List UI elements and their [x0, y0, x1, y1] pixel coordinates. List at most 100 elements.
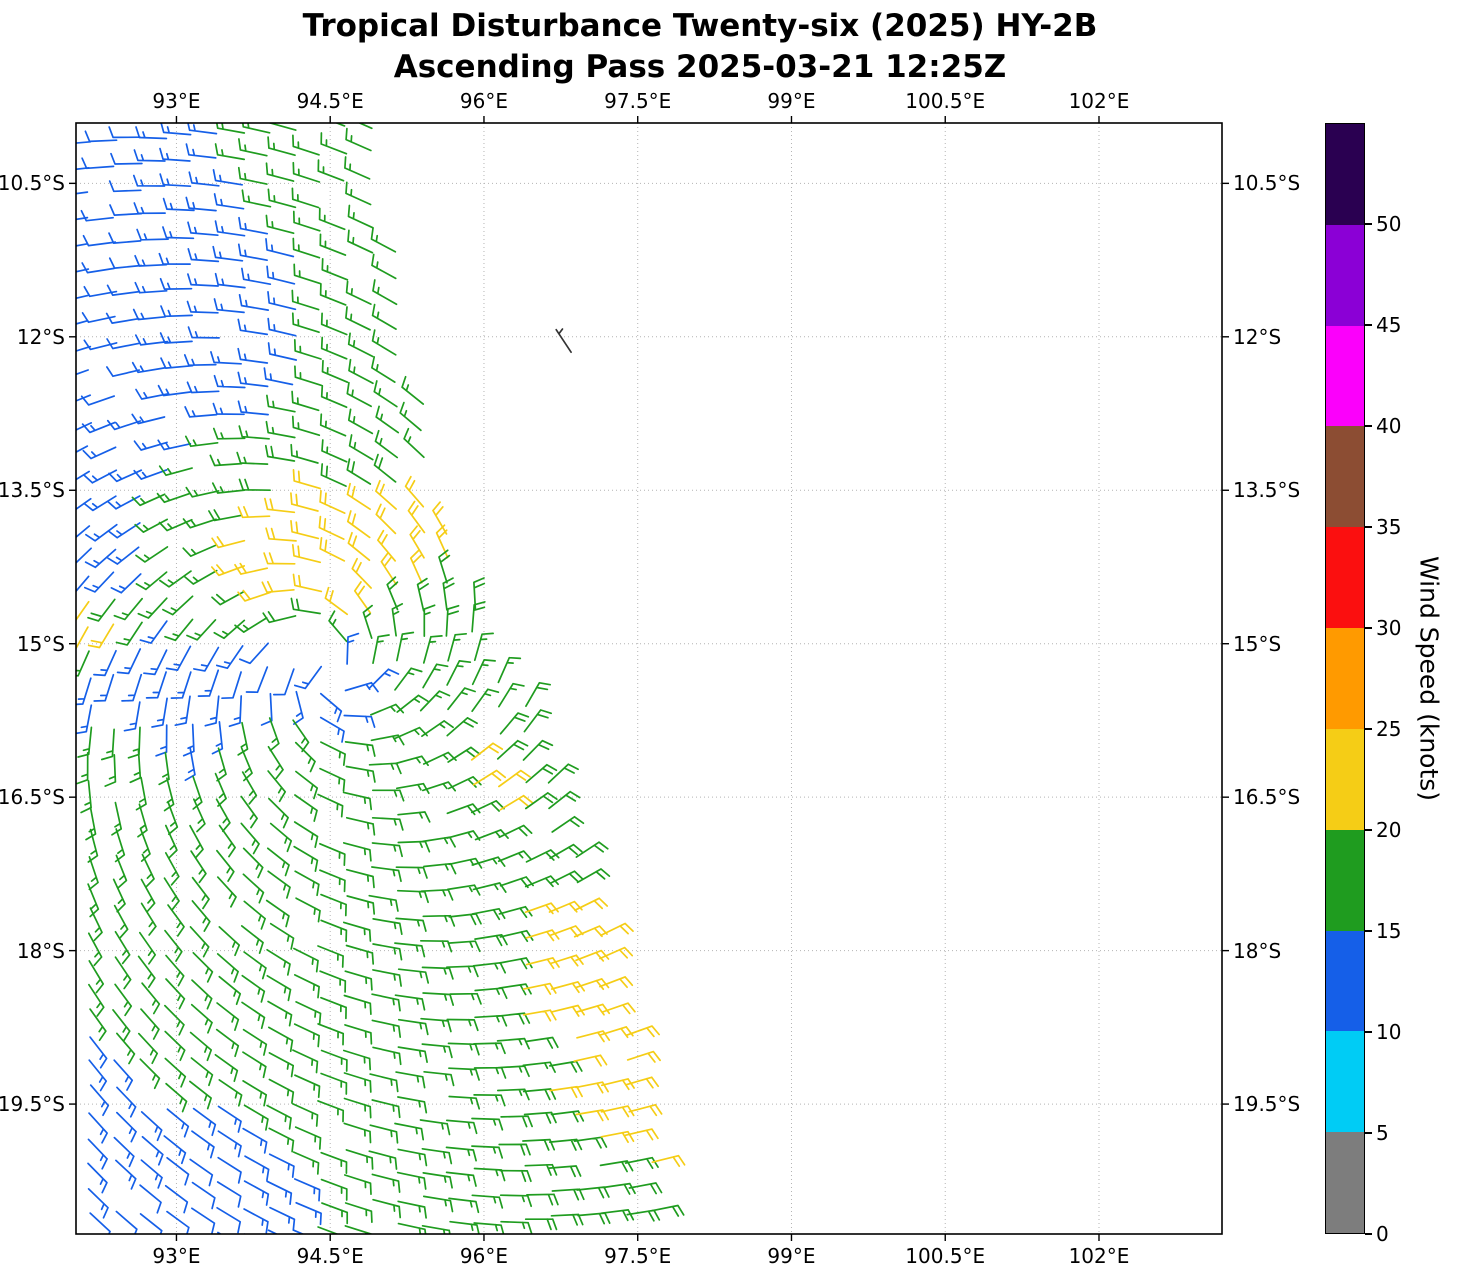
- wind-barb: [242, 1080, 268, 1107]
- wind-barb: [228, 695, 243, 728]
- wind-barb: [237, 506, 271, 519]
- wind-barb: [87, 598, 116, 622]
- wind-barb: [137, 1032, 159, 1065]
- wind-barb: [292, 1103, 319, 1127]
- wind-barb: [76, 575, 90, 593]
- wind-barb: [83, 469, 118, 484]
- wind-barb: [127, 726, 141, 759]
- wind-barb: [470, 800, 505, 814]
- wind-barb: [293, 665, 323, 690]
- wind-barb: [269, 1206, 296, 1232]
- wind-barb: [242, 1051, 267, 1079]
- wind-barb: [189, 824, 204, 859]
- wind-barb: [131, 413, 166, 425]
- wind-barb: [293, 690, 304, 725]
- x-tick-label-bottom: 99°E: [767, 1244, 816, 1264]
- wind-barb: [549, 843, 583, 859]
- wind-barb: [394, 994, 426, 1011]
- wind-barb: [116, 1086, 137, 1118]
- wind-barb: [83, 495, 117, 512]
- wind-barb: [89, 1008, 107, 1042]
- wind-barb: [499, 794, 534, 811]
- wind-barb: [212, 245, 244, 262]
- wind-barb: [159, 173, 192, 188]
- wind-barb: [188, 171, 220, 187]
- wind-barb: [317, 159, 345, 182]
- wind-barb: [266, 847, 290, 877]
- wind-barb: [141, 853, 155, 888]
- wind-barb: [115, 1210, 138, 1234]
- wind-barb: [216, 1206, 242, 1234]
- wind-barb: [81, 312, 116, 324]
- wind-barb: [187, 221, 219, 237]
- wind-barb: [123, 701, 141, 732]
- wind-barb: [266, 394, 296, 413]
- wind-barb: [407, 500, 426, 534]
- wind-barb: [162, 197, 195, 212]
- wind-barb: [472, 961, 507, 974]
- wind-barb: [447, 940, 481, 953]
- wind-barb: [184, 569, 218, 585]
- wind-barb: [343, 1174, 372, 1196]
- wind-barb: [291, 390, 320, 412]
- wind-barb: [88, 1112, 108, 1144]
- colorbar-tick: [1365, 829, 1372, 831]
- wind-barb: [76, 319, 89, 325]
- wind-barb: [293, 1023, 320, 1048]
- wind-barb: [290, 520, 320, 540]
- wind-barb: [345, 280, 372, 305]
- wind-barb: [371, 816, 404, 831]
- wind-barb: [499, 929, 534, 943]
- wind-barb: [473, 1042, 506, 1055]
- wind-barb: [293, 947, 319, 973]
- wind-barb: [473, 1222, 505, 1234]
- wind-barb: [445, 965, 479, 978]
- wind-barb: [87, 932, 103, 967]
- wind-barb: [421, 1224, 451, 1234]
- wind-barb: [265, 527, 297, 542]
- wind-barb: [135, 126, 168, 140]
- wind-barb: [421, 966, 454, 980]
- wind-barb: [116, 1032, 136, 1065]
- wind-barb: [419, 939, 453, 953]
- wind-barb: [209, 454, 243, 467]
- wind-barb: [524, 792, 558, 810]
- wind-barb: [320, 741, 346, 766]
- wind-barb: [84, 548, 117, 569]
- wind-barb: [651, 1154, 686, 1168]
- wind-barb: [76, 140, 92, 144]
- wind-barb: [373, 380, 398, 408]
- wind-barb: [345, 944, 375, 965]
- wind-barb: [76, 191, 89, 195]
- wind-barb: [599, 922, 634, 937]
- wind-barb: [446, 803, 481, 816]
- colorbar-segment: [1326, 829, 1364, 931]
- wind-barb: [163, 1135, 187, 1165]
- colorbar-segment: [1326, 628, 1364, 729]
- wind-barb: [160, 305, 193, 318]
- wind-barb: [372, 918, 403, 936]
- wind-barb: [192, 775, 203, 810]
- wind-barb: [497, 656, 522, 684]
- wind-barb: [76, 470, 90, 481]
- x-tick-label-top: 96°E: [459, 89, 508, 113]
- wind-barb: [345, 306, 371, 331]
- wind-barb: [423, 1070, 455, 1087]
- wind-barb: [208, 509, 242, 522]
- wind-barb: [238, 216, 269, 235]
- wind-barb: [320, 919, 348, 943]
- wind-barb: [210, 351, 242, 365]
- wind-barb: [134, 254, 168, 267]
- wind-barb: [319, 842, 346, 867]
- wind-barb: [135, 546, 169, 563]
- wind-barb: [218, 824, 236, 858]
- wind-barb: [575, 978, 610, 991]
- wind-barb: [320, 1151, 348, 1174]
- wind-barb: [346, 895, 376, 915]
- wind-barb: [292, 134, 320, 156]
- wind-barb-layer: [76, 123, 686, 1234]
- wind-barb: [573, 1054, 608, 1067]
- wind-barb: [472, 882, 507, 893]
- wind-barb: [422, 663, 449, 689]
- wind-barb: [266, 1104, 292, 1130]
